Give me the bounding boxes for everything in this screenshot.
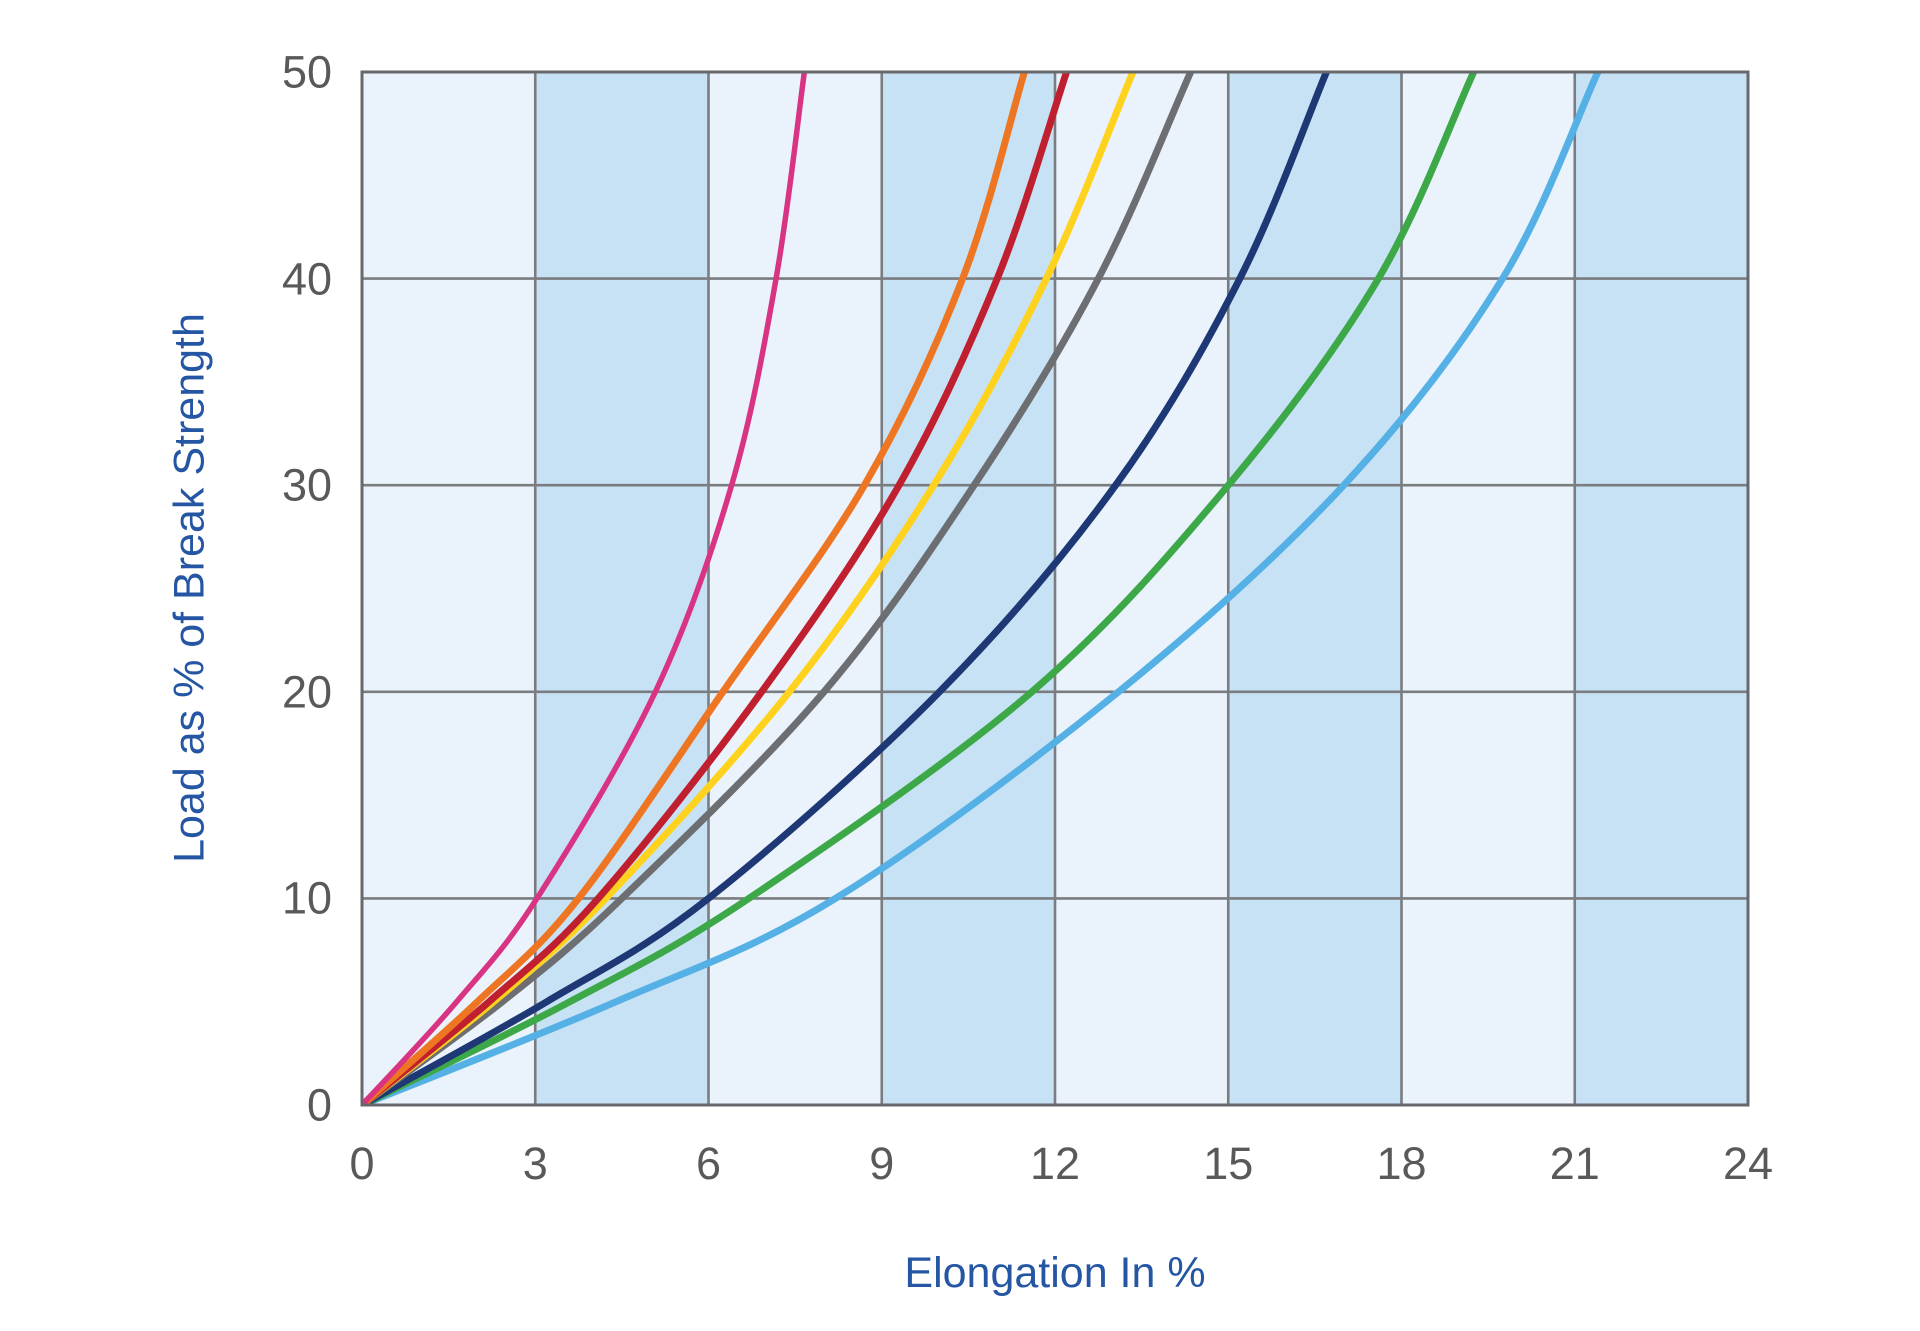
curves-group — [362, 72, 1602, 1105]
sky-blue-curve — [362, 72, 1602, 1105]
red-curve — [362, 72, 1071, 1105]
x-tick-label-12: 12 — [1029, 1138, 1081, 1189]
background-band — [1574, 72, 1748, 1105]
background-band — [362, 72, 536, 1105]
x-tick-label-3: 3 — [522, 1138, 548, 1189]
y-axis-title: Load as % of Break Strength — [165, 313, 214, 863]
y-tick-label-40: 40 — [281, 253, 332, 305]
y-tick-label-30: 30 — [281, 459, 332, 511]
gray-curve — [362, 72, 1195, 1105]
background-band — [881, 72, 1055, 1105]
x-tick-label-21: 21 — [1549, 1138, 1600, 1189]
y-tick-label-0: 0 — [306, 1079, 332, 1131]
x-tick-label-9: 9 — [869, 1138, 895, 1189]
y-tick-label-10: 10 — [281, 872, 332, 924]
orange-curve — [362, 72, 1029, 1105]
x-tick-label-0: 0 — [349, 1138, 375, 1189]
magenta-curve — [362, 72, 808, 1105]
x-tick-label-6: 6 — [695, 1138, 722, 1189]
y-tick-label-20: 20 — [281, 666, 332, 718]
x-axis-title: Elongation In % — [904, 1249, 1206, 1297]
x-tick-label-24: 24 — [1722, 1138, 1774, 1189]
background-band — [1401, 72, 1575, 1105]
green-curve — [362, 72, 1478, 1105]
x-tick-label-18: 18 — [1376, 1138, 1427, 1189]
y-tick-label-50: 50 — [281, 46, 332, 98]
background-band — [1228, 72, 1402, 1105]
plot-border — [360, 70, 1750, 1107]
x-tick-label-15: 15 — [1203, 1138, 1254, 1189]
navy-curve — [362, 72, 1331, 1105]
